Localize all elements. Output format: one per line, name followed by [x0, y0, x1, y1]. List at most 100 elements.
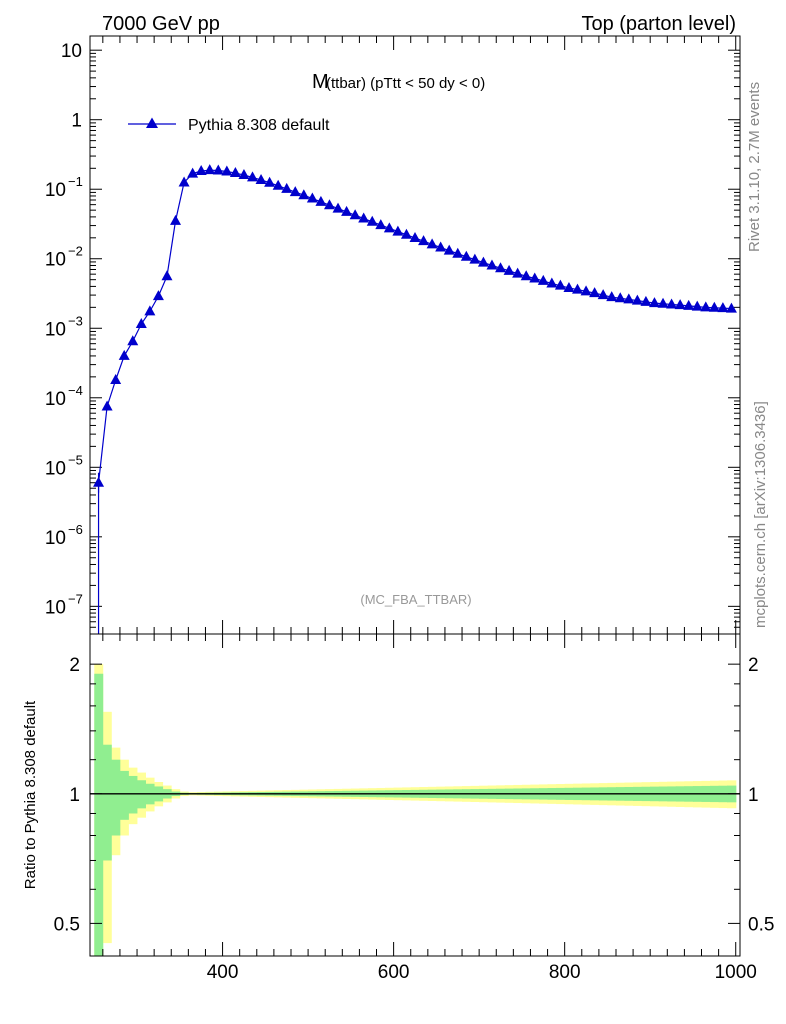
y-tick-exponent: −3 — [68, 313, 83, 328]
data-point-marker — [683, 299, 695, 310]
main-series — [93, 164, 737, 634]
data-point-marker — [221, 165, 233, 176]
data-point-marker — [127, 335, 139, 346]
data-point-marker — [631, 294, 643, 305]
data-point-marker — [212, 164, 224, 175]
data-point-marker — [161, 270, 173, 281]
data-point-marker — [400, 228, 412, 239]
data-point-marker — [520, 270, 532, 281]
data-point-marker — [554, 279, 566, 290]
data-point-marker — [708, 301, 720, 312]
data-point-marker — [725, 302, 737, 313]
data-point-marker — [614, 292, 626, 303]
data-point-marker — [247, 171, 258, 182]
data-point-marker — [460, 250, 472, 261]
ratio-band-bin — [128, 775, 138, 814]
data-point-marker — [135, 318, 147, 329]
data-point-marker — [204, 164, 216, 175]
data-point-marker — [537, 274, 549, 285]
data-point-marker — [606, 291, 618, 302]
legend-marker — [146, 117, 158, 128]
data-point-marker — [392, 225, 404, 236]
data-point-marker — [281, 182, 293, 193]
data-point-marker — [546, 277, 558, 288]
x-tick-label: 400 — [207, 962, 239, 983]
data-point-marker — [648, 297, 660, 308]
data-point-marker — [666, 298, 678, 309]
y-tick-label: 10 — [45, 250, 66, 271]
data-point-marker — [477, 256, 489, 267]
ratio-plot: 0.5 0.5 1 1 2 2 400 600 800 1000 Ratio to Pythia… — [22, 36, 774, 983]
data-point-marker — [691, 300, 703, 311]
data-point-marker — [589, 287, 601, 298]
ratio-y-tick-label-left: 2 — [69, 655, 80, 676]
ratio-frame — [89, 633, 741, 957]
mcplots-label: mcplots.cern.ch [arXiv:1306.3436] — [752, 401, 769, 628]
data-point-marker — [640, 295, 652, 306]
data-point-marker — [674, 299, 686, 310]
ratio-y-label: Ratio to Pythia 8.308 default — [22, 700, 39, 889]
data-point-marker — [503, 264, 515, 275]
ratio-band-bin — [111, 759, 121, 836]
series-line — [97, 169, 732, 483]
data-point-marker — [341, 205, 353, 216]
data-point-marker — [512, 267, 524, 278]
data-point-marker — [409, 231, 421, 242]
analysis-annotation: (MC_FBA_TTBAR) — [360, 592, 471, 607]
data-point-marker — [452, 247, 464, 258]
data-point-marker — [298, 189, 310, 200]
data-point-marker — [383, 222, 395, 233]
x-tick-label: 800 — [549, 962, 581, 983]
data-point-marker — [657, 297, 669, 308]
data-point-marker — [572, 283, 583, 294]
data-point-marker — [426, 238, 438, 249]
data-point-marker — [144, 305, 156, 316]
plot-title-main: M — [312, 71, 329, 93]
y-tick-exponent: −4 — [68, 383, 83, 398]
data-point-marker — [178, 176, 190, 187]
data-point-marker — [238, 169, 250, 180]
ratio-y-tick-label-right: 0.5 — [748, 914, 774, 935]
data-point-marker — [580, 285, 592, 296]
data-point-marker — [435, 241, 447, 252]
data-point-marker — [323, 199, 335, 210]
data-point-marker — [349, 209, 361, 220]
y-tick-exponent: −7 — [68, 591, 83, 606]
y-tick-label: 10 — [45, 389, 66, 410]
data-point-marker — [306, 192, 318, 203]
x-axis-ticks: 400 600 800 1000 — [102, 36, 757, 983]
data-point-marker — [332, 202, 344, 213]
y-tick-label: 10 — [45, 528, 66, 549]
data-point-marker — [597, 289, 609, 300]
ratio-y-ticks: 0.5 0.5 1 1 2 2 — [54, 655, 775, 935]
y-tick-exponent: −5 — [68, 452, 83, 467]
y-tick-exponent: −1 — [68, 174, 83, 189]
data-point-marker — [529, 272, 541, 283]
y-tick-exponent: −2 — [68, 244, 83, 259]
header-left: 7000 GeV pp — [102, 13, 220, 35]
ratio-y-tick-label-right: 1 — [748, 785, 759, 806]
data-point-marker — [255, 173, 267, 184]
data-point-marker — [486, 259, 498, 270]
legend: Pythia 8.308 default — [128, 117, 330, 134]
x-tick-label: 1000 — [715, 962, 757, 983]
data-point-marker — [272, 179, 284, 190]
data-point-marker — [315, 195, 327, 206]
data-point-marker — [717, 302, 729, 313]
data-point-marker — [152, 290, 164, 301]
ratio-band-bin — [119, 770, 129, 820]
data-point-marker — [375, 219, 387, 230]
y-tick-label: 10 — [45, 458, 66, 479]
ratio-y-tick-label-left: 1 — [69, 785, 80, 806]
ratio-band-bin — [102, 744, 112, 861]
legend-label: Pythia 8.308 default — [188, 117, 330, 134]
data-point-marker — [101, 400, 113, 411]
data-point-marker — [110, 374, 122, 385]
ratio-bands — [94, 664, 737, 956]
y-tick-label: 1 — [71, 111, 82, 132]
rivet-label: Rivet 3.1.10, 2.7M events — [746, 82, 763, 252]
y-tick-exponent: −6 — [68, 522, 83, 537]
